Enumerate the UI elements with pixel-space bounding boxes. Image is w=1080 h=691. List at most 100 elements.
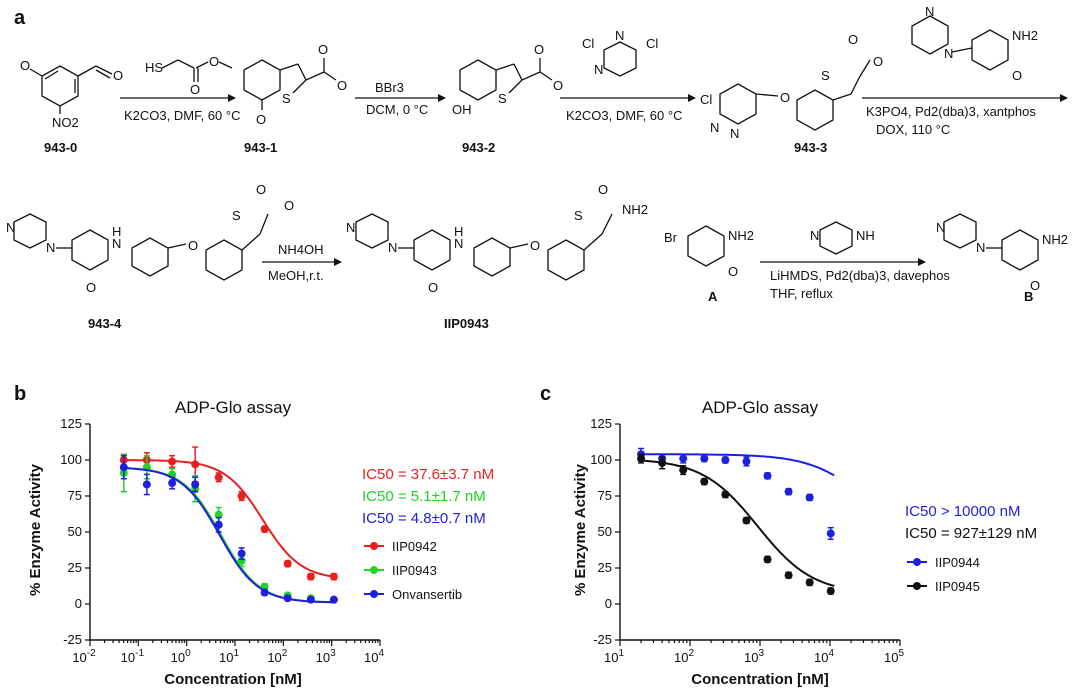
compound-label-943-3: 943-3 [794, 140, 827, 155]
atom-label: S [574, 208, 583, 223]
reagent-2-bottom: DCM, 0 °C [366, 102, 428, 117]
atom-label: O [256, 112, 266, 127]
compound-label-943-4: 943-4 [88, 316, 122, 331]
structure-IIP0943: N N H N O O S O NH2 IIP0943 [346, 182, 648, 331]
reagent-4-top: K3PO4, Pd2(dba)3, xantphos [866, 104, 1036, 119]
data-point-onvansertib [214, 520, 223, 529]
chart-title-c: ADP-Glo assay [702, 398, 819, 417]
panel-label-c: c [540, 383, 551, 405]
legend-label-iip0944: IIP0944 [935, 555, 980, 570]
y-tick-label: 100 [60, 452, 82, 467]
x-tick-label: 101 [604, 648, 624, 665]
data-point-iip0942 [191, 460, 200, 469]
x-axis-label-c: Concentration [nM] [691, 671, 828, 688]
structure-943-3: Cl N N O S O O 943-3 [700, 32, 883, 155]
atom-label: O [428, 280, 438, 295]
benzene-ring [71, 229, 109, 271]
benzene-ring [971, 29, 1009, 71]
atom-label: N [46, 240, 55, 255]
atom-label: O [1012, 68, 1022, 83]
benzothiophene-ring [459, 59, 497, 101]
ic50-annotation-iip0943: IC50 = 5.1±1.7 nM [362, 488, 486, 505]
benzene-ring [1001, 229, 1039, 271]
compound-label-B: B [1024, 289, 1033, 304]
fit-curve-iip0943 [121, 466, 337, 604]
panel-label-a: a [14, 7, 26, 29]
y-tick-label: 50 [598, 524, 612, 539]
reagent-6-bottom: THF, reflux [770, 286, 833, 301]
structure-A: Br NH2 O A [664, 225, 754, 304]
atom-label: NH2 [1042, 232, 1068, 247]
atom-label: O [256, 182, 266, 197]
plot-area-c: -25 0 25 50 75 100 125 101 102 103 104 105 [590, 416, 904, 665]
data-point-iip0944 [742, 457, 751, 466]
atom-label: Cl [700, 92, 712, 107]
atom-label: N [730, 126, 739, 141]
reaction-arrow-1: HS O O K2CO3, DMF, 60 °C [120, 54, 240, 123]
benzene-ring [41, 65, 79, 107]
data-point-iip0942 [237, 492, 246, 500]
reaction-arrow-4: N N NH2 O K3PO4, Pd2(dba)3, xantphos DOX… [862, 4, 1068, 137]
atom-label: O [598, 182, 608, 197]
ic50-annotation-iip0944: IC50 > 10000 nM [905, 503, 1021, 520]
data-point-onvansertib [119, 463, 128, 472]
y-tick-label: 75 [598, 488, 612, 503]
atom-label: NH2 [622, 202, 648, 217]
atom-label: N [936, 220, 945, 235]
atom-label: O [209, 54, 219, 69]
data-point-iip0942 [260, 525, 269, 534]
ic50-annotation-onvansertib: IC50 = 4.8±0.7 nM [362, 510, 486, 527]
atom-label: S [232, 208, 241, 223]
data-point-onvansertib [237, 549, 246, 558]
pyrimidine-ring [603, 41, 637, 77]
data-point-iip0944 [763, 471, 772, 480]
data-point-iip0945 [637, 454, 646, 463]
atom-label: HS [145, 60, 163, 75]
legend-c: IIP0944 IIP0945 [907, 555, 980, 594]
piperazine-ring [911, 15, 949, 55]
x-tick-label: 104 [364, 648, 384, 665]
chart-title-b: ADP-Glo assay [175, 398, 292, 417]
reagent-3: K2CO3, DMF, 60 °C [566, 108, 682, 123]
data-point-iip0944 [805, 493, 814, 502]
y-tick-label: 25 [598, 560, 612, 575]
data-point-iip0944 [679, 454, 688, 463]
chart-panel-b: b ADP-Glo assay Concentration [nM] % Enz… [14, 383, 494, 688]
atom-label: N [388, 240, 397, 255]
ic50-annotation-iip0945: IC50 = 927±129 nM [905, 525, 1037, 542]
atom-label: O [86, 280, 96, 295]
atom-label: N [710, 120, 719, 135]
data-point-iip0944 [721, 456, 730, 464]
data-point-onvansertib [142, 480, 151, 489]
benzene-ring [687, 225, 725, 267]
atom-label: N [6, 220, 15, 235]
data-point-iip0945 [721, 490, 730, 499]
y-tick-label: 25 [68, 560, 82, 575]
data-point-onvansertib [329, 595, 338, 604]
y-tick-label: 125 [60, 416, 82, 431]
fit-curve-iip0944 [637, 453, 835, 477]
legend-marker-onvansertib [370, 590, 378, 598]
atom-label: O [728, 264, 738, 279]
data-point-onvansertib [260, 588, 269, 597]
atom-label: Cl [646, 36, 658, 51]
x-tick-label: 10-2 [72, 648, 96, 665]
data-point-iip0945 [826, 587, 835, 596]
data-point-onvansertib [191, 480, 200, 489]
atom-label: S [821, 68, 830, 83]
data-point-iip0945 [784, 571, 793, 580]
atom-label: O [848, 32, 858, 47]
legend-b: IIP0942 IIP0943 Onvansertib [364, 539, 462, 602]
atom-label: O [337, 78, 347, 93]
atom-label: NH [856, 228, 875, 243]
reagent-6-top: LiHMDS, Pd2(dba)3, davephos [770, 268, 950, 283]
y-tick-label: -25 [63, 632, 82, 647]
legend-label-iip0943: IIP0943 [392, 563, 437, 578]
panel-label-b: b [14, 383, 26, 405]
y-axis-label-c: % Enzyme Activity [572, 463, 589, 596]
piperazine-ring [13, 213, 47, 249]
atom-label: NH2 [1012, 28, 1038, 43]
x-tick-label: 102 [267, 648, 287, 665]
atom-label: O [1030, 278, 1040, 293]
